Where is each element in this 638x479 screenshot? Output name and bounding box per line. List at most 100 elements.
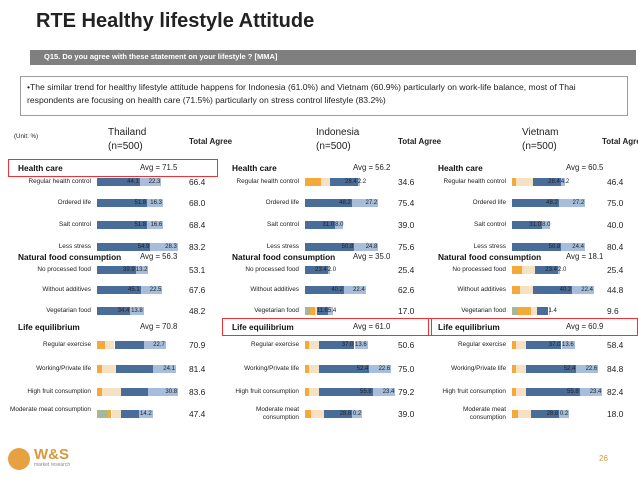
section-title-indonesia-1: Natural food consumption [232, 252, 336, 262]
total-value-thailand-2-0: 70.9 [189, 340, 206, 350]
bar-value-vietnam-2-3-4: 0.2 [559, 411, 569, 417]
bar-segment-thailand-2-2-3 [121, 388, 149, 396]
bar-segment-thailand-2-3-3 [121, 410, 139, 418]
bar-segment-vietnam-1-0-2 [521, 266, 536, 274]
row-label-indonesia-0-3: Less stress [266, 243, 299, 250]
bar-value-thailand-2-2-4: 30.8 [165, 389, 178, 395]
bar-segment-thailand-0-3-4 [150, 243, 178, 251]
total-value-thailand-2-1: 81.4 [189, 364, 206, 374]
bar-segment-vietnam-0-3-4 [561, 243, 585, 251]
bar-value-thailand-2-0-4: 22.7 [153, 342, 165, 348]
bar-segment-vietnam-2-2-1 [512, 388, 516, 396]
sample-size-vietnam: (n=500) [522, 141, 557, 152]
bar-segment-vietnam-2-1-3 [525, 365, 577, 373]
bar-segment-indonesia-1-2-0 [305, 307, 310, 315]
bar-segment-thailand-2-0-4 [143, 341, 166, 349]
total-value-indonesia-1-0: 25.4 [398, 265, 415, 275]
bar-value-indonesia-2-3-4: 0.2 [352, 411, 362, 417]
bar-value-indonesia-1-1-4: 22.4 [353, 287, 365, 293]
bar-value-thailand-0-1-3: 51.8 [134, 200, 147, 206]
bar-value-thailand-2-3-4: 14.2 [140, 411, 152, 417]
bar-value-vietnam-1-2-4: 1.4 [548, 308, 557, 314]
bar-segment-thailand-0-2-3 [97, 221, 148, 229]
bar-segment-thailand-2-0-3 [114, 341, 144, 349]
bar-value-vietnam-1-0-4: 2.0 [558, 267, 567, 273]
bar-segment-thailand-1-0-4 [135, 266, 149, 274]
total-value-vietnam-0-1: 75.0 [607, 198, 624, 208]
bar-value-vietnam-0-0-4: 4.2 [560, 179, 570, 185]
page-title: RTE Healthy lifestyle Attitude [36, 10, 315, 32]
bar-segment-indonesia-0-1-4 [351, 199, 379, 207]
bar-segment-indonesia-2-2-2 [308, 388, 319, 396]
bar-value-thailand-1-0-3: 39.9 [123, 267, 135, 273]
bar-value-indonesia-2-3-3: 28.8 [339, 411, 352, 417]
bar-segment-thailand-2-2-4 [148, 388, 179, 396]
bar-segment-indonesia-1-2-4 [327, 307, 334, 315]
bar-segment-indonesia-2-3-2 [310, 410, 325, 418]
bar-segment-vietnam-0-1-4 [558, 199, 586, 207]
bar-segment-vietnam-2-2-2 [515, 388, 526, 396]
bar-segment-thailand-1-1-4 [140, 286, 163, 294]
total-value-thailand-2-2: 83.6 [189, 387, 206, 397]
row-label-indonesia-1-2: Vegetarian food [254, 307, 299, 314]
bar-segment-vietnam-2-2-3 [525, 388, 580, 396]
bar-value-indonesia-2-0-3: 37.0 [341, 342, 354, 348]
country-name-indonesia: Indonesia [316, 127, 360, 138]
total-agree-header-thailand: Total Agree [189, 137, 233, 146]
bar-segment-thailand-2-1-3 [116, 365, 153, 373]
bar-value-indonesia-1-0-3: 23.4 [315, 267, 327, 273]
summary-box [20, 76, 628, 116]
total-value-indonesia-2-3: 39.0 [398, 409, 415, 419]
bar-value-indonesia-0-3-4: 24.8 [365, 244, 378, 250]
bar-value-vietnam-0-0-3: 28.4 [548, 179, 560, 185]
bar-segment-thailand-2-2-2 [101, 388, 122, 396]
bar-segment-vietnam-2-1-1 [512, 365, 516, 373]
total-value-indonesia-2-2: 79.2 [398, 387, 415, 397]
total-value-vietnam-2-3: 18.0 [607, 409, 624, 419]
summary-text: •The similar trend for healthy lifestyle… [27, 82, 576, 105]
brand-subtitle: market research [34, 462, 71, 468]
total-value-vietnam-1-0: 25.4 [607, 265, 624, 275]
total-value-thailand-0-0: 66.4 [189, 177, 206, 187]
row-label-indonesia-1-1: Without additives [250, 286, 299, 293]
bar-segment-vietnam-2-0-1 [512, 341, 516, 349]
total-agree-header-vietnam: Total Agree [602, 137, 638, 146]
bar-value-thailand-0-0-3: 44.1 [127, 179, 139, 185]
bar-segment-vietnam-1-2-2 [531, 307, 538, 315]
bar-value-thailand-1-1-4: 22.5 [149, 287, 162, 293]
bar-segment-indonesia-2-0-2 [308, 341, 319, 349]
section-title-thailand-1: Natural food consumption [18, 252, 122, 262]
bar-value-vietnam-2-1-3: 52.4 [563, 366, 576, 372]
bar-value-vietnam-1-0-3: 23.4 [545, 267, 557, 273]
bar-segment-indonesia-0-0-3 [330, 178, 358, 186]
row-label-thailand-2-3: Moderate meat consumption [10, 406, 91, 413]
bar-segment-vietnam-1-2-3 [537, 307, 549, 315]
bar-segment-indonesia-0-1-3 [305, 199, 352, 207]
bar-segment-indonesia-1-2-1 [309, 307, 315, 315]
section-avg-indonesia-1: Avg = 35.0 [353, 252, 391, 261]
row-label-thailand-2-0: Regular exercise [43, 341, 91, 348]
bar-segment-thailand-2-1-4 [152, 365, 176, 373]
bar-value-vietnam-2-2-3: 55.8 [567, 389, 579, 395]
total-value-vietnam-2-2: 82.4 [607, 387, 624, 397]
section-avg-thailand-0: Avg = 71.5 [140, 163, 178, 172]
bar-value-indonesia-0-2-3: 31.0 [322, 222, 335, 228]
bar-segment-vietnam-1-0-4 [558, 266, 560, 274]
section-title-vietnam-2: Life equilibrium [438, 322, 500, 332]
row-label-thailand-0-1: Ordered life [57, 199, 91, 206]
bar-segment-thailand-2-3-1 [106, 410, 112, 418]
bar-segment-vietnam-1-1-4 [572, 286, 594, 294]
section-avg-indonesia-0: Avg = 56.2 [353, 163, 391, 172]
bar-value-thailand-1-0-4: 13.2 [135, 267, 148, 273]
sample-size-indonesia: (n=500) [316, 141, 351, 152]
bar-segment-vietnam-2-1-4 [576, 365, 599, 373]
bar-segment-vietnam-2-0-2 [515, 341, 526, 349]
bar-value-vietnam-1-1-4: 22.4 [581, 287, 593, 293]
bar-value-vietnam-2-0-3: 37.0 [548, 342, 561, 348]
total-value-indonesia-2-0: 50.6 [398, 340, 415, 350]
total-value-vietnam-0-2: 40.0 [607, 220, 624, 230]
bar-value-vietnam-2-0-4: 13.6 [562, 342, 574, 348]
bar-segment-thailand-1-2-3 [97, 307, 131, 315]
bar-segment-thailand-2-0-1 [97, 341, 105, 349]
total-value-thailand-1-0: 53.1 [189, 265, 206, 275]
